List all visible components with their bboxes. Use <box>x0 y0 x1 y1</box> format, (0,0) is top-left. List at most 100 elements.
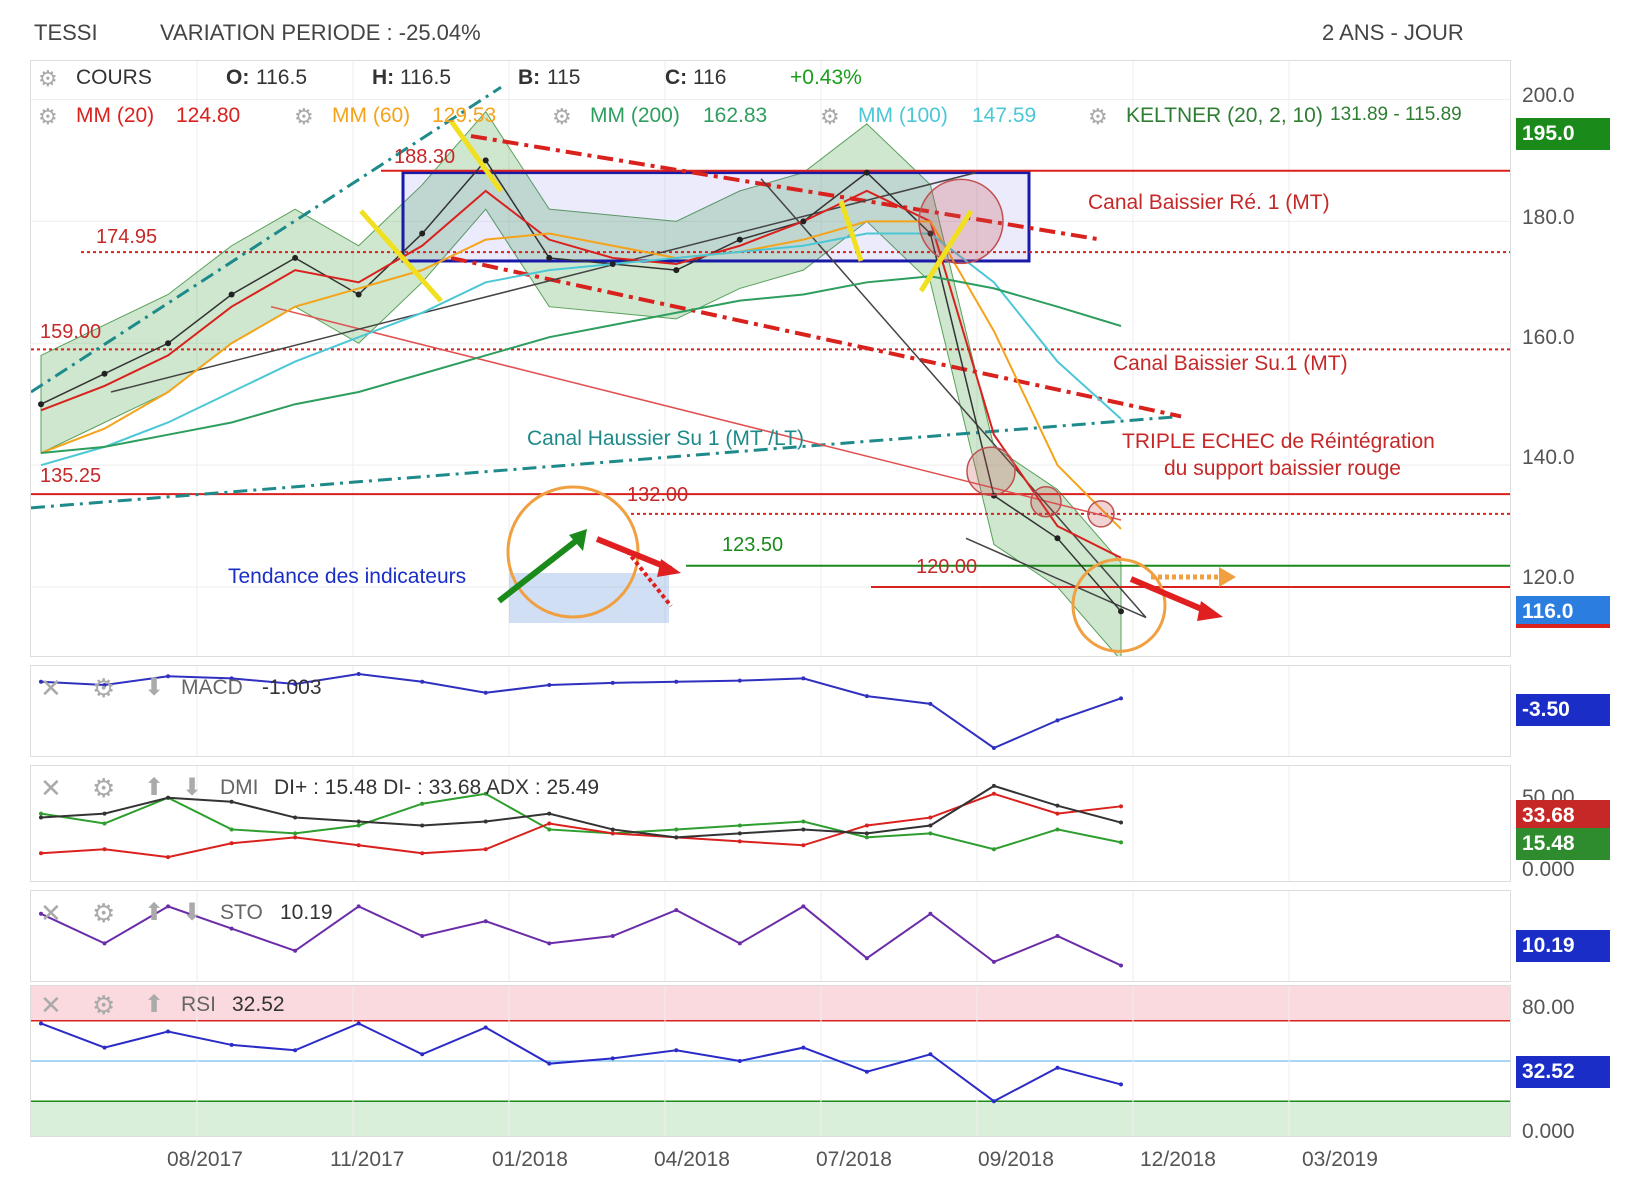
macd-chart <box>39 666 1290 756</box>
macd-point <box>737 678 742 683</box>
mm200-settings-icon[interactable]: ⚙ <box>552 104 572 129</box>
period-selector[interactable]: 2 ANS - JOUR <box>1322 20 1464 45</box>
mm100-label: MM (100) <box>858 104 948 127</box>
price-point <box>355 291 362 298</box>
dmi-point <box>547 811 552 816</box>
dmi-point <box>229 799 234 804</box>
dmi-point <box>293 835 298 840</box>
dmi-line-di- <box>40 792 1122 859</box>
dmi-panel <box>30 765 1511 882</box>
price-chart <box>31 61 1510 656</box>
green-arrow-head <box>569 529 587 551</box>
future-red-arrow-head <box>1197 601 1223 621</box>
keltner-settings-icon[interactable]: ⚙ <box>1088 104 1108 129</box>
mm100-settings-icon[interactable]: ⚙ <box>820 104 840 129</box>
open-value: 116.5 <box>256 66 307 89</box>
dmi-move-up-icon[interactable]: ⬆ <box>144 774 165 801</box>
canal-haussier-lower <box>31 414 1182 510</box>
rsi-overbought-zone <box>31 986 1510 1021</box>
dmi-close-icon[interactable]: ✕ <box>40 773 62 803</box>
dmi-point <box>991 783 996 788</box>
failure-circle <box>1087 500 1115 528</box>
macd-value: -1.003 <box>262 676 322 699</box>
sto-settings-icon[interactable]: ⚙ <box>92 898 116 928</box>
dmi-point <box>1055 803 1060 808</box>
support-baissier-rouge <box>270 305 1122 521</box>
rsi-point <box>1119 1082 1123 1087</box>
rsi-point <box>102 1045 107 1050</box>
rsi-close-icon[interactable]: ✕ <box>40 990 62 1020</box>
sto-point <box>356 904 361 909</box>
price-point <box>800 218 807 225</box>
dmi-point <box>356 843 361 848</box>
cours-settings-icon[interactable]: ⚙ <box>38 66 58 91</box>
level-174-label: 174.95 <box>96 226 158 248</box>
mm60-label: MM (60) <box>332 104 411 127</box>
ticker-title: TESSI <box>34 20 98 45</box>
dmi-point <box>420 851 425 856</box>
dmi-settings-icon[interactable]: ⚙ <box>92 773 116 803</box>
rsi-point <box>483 1025 488 1030</box>
sto-point <box>928 911 933 916</box>
macd-label: MACD <box>181 676 243 699</box>
price-tick: 180.0 <box>1522 206 1575 229</box>
dmi-point <box>1055 811 1060 816</box>
sto-point <box>610 934 615 938</box>
dmi-values: DI+ : 15.48 DI- : 33.68 ADX : 25.49 <box>274 776 600 799</box>
sto-point <box>674 908 679 913</box>
future-orange-arrow-head <box>1219 567 1236 587</box>
dmi-point <box>1119 804 1123 809</box>
macd-point <box>420 679 425 684</box>
mm60-settings-icon[interactable]: ⚙ <box>294 104 314 129</box>
macd-settings-icon[interactable]: ⚙ <box>92 673 116 703</box>
rsi-point <box>229 1042 234 1047</box>
price-tick: 160.0 <box>1522 326 1575 349</box>
mm200-value: 162.83 <box>703 104 768 127</box>
dmi-point <box>610 827 615 832</box>
price-point <box>546 254 553 261</box>
macd-point <box>674 679 679 684</box>
macd-move-down-icon[interactable]: ⬇ <box>144 674 165 701</box>
close-label: C: <box>665 66 688 89</box>
red-dotted-arrow <box>625 549 673 608</box>
rsi-settings-icon[interactable]: ⚙ <box>92 990 116 1020</box>
sto-move-up-icon[interactable]: ⬆ <box>144 899 165 926</box>
rsi-point <box>991 1099 996 1104</box>
failure-circle <box>966 446 1016 497</box>
price-panel <box>30 60 1511 657</box>
dmi-point <box>39 851 43 856</box>
low-value: 115 <box>547 66 581 89</box>
sto-close-icon[interactable]: ✕ <box>40 898 62 928</box>
sto-move-down-icon[interactable]: ⬇ <box>182 899 203 926</box>
price-point <box>927 230 934 237</box>
high-label: H: <box>372 66 395 89</box>
sto-point <box>864 956 869 961</box>
price-tick: 200.0 <box>1522 84 1575 107</box>
price-point <box>1118 608 1124 615</box>
dmi-point <box>420 801 425 806</box>
dmi-point <box>39 815 43 820</box>
mm20-label: MM (20) <box>76 104 155 127</box>
high-value: 116.5 <box>400 66 451 89</box>
sto-point <box>801 904 806 909</box>
x-tick: 01/2018 <box>492 1148 568 1171</box>
canal-resistance-label: Canal Baissier Ré. 1 (MT) <box>1088 191 1330 214</box>
dmi-point <box>166 855 171 860</box>
last-price-circle <box>1071 557 1167 653</box>
rsi-move-up-icon[interactable]: ⬆ <box>144 991 165 1018</box>
macd-point <box>610 680 615 685</box>
dmi-point <box>293 831 298 836</box>
rsi-tag: 32.52 <box>1516 1056 1610 1088</box>
sto-line-sto <box>40 905 1122 967</box>
dmi-point <box>864 823 869 828</box>
macd-point <box>1119 696 1123 701</box>
mm20-settings-icon[interactable]: ⚙ <box>38 104 58 129</box>
dmi-line-adx <box>40 784 1122 839</box>
dmi-move-down-icon[interactable]: ⬇ <box>182 774 203 801</box>
level-135-label: 135.25 <box>40 465 102 487</box>
rsi-point <box>420 1052 425 1057</box>
macd-point <box>864 694 869 699</box>
series-line-mm-200- <box>40 275 1122 454</box>
macd-close-icon[interactable]: ✕ <box>40 673 62 703</box>
macd-point <box>801 676 806 681</box>
